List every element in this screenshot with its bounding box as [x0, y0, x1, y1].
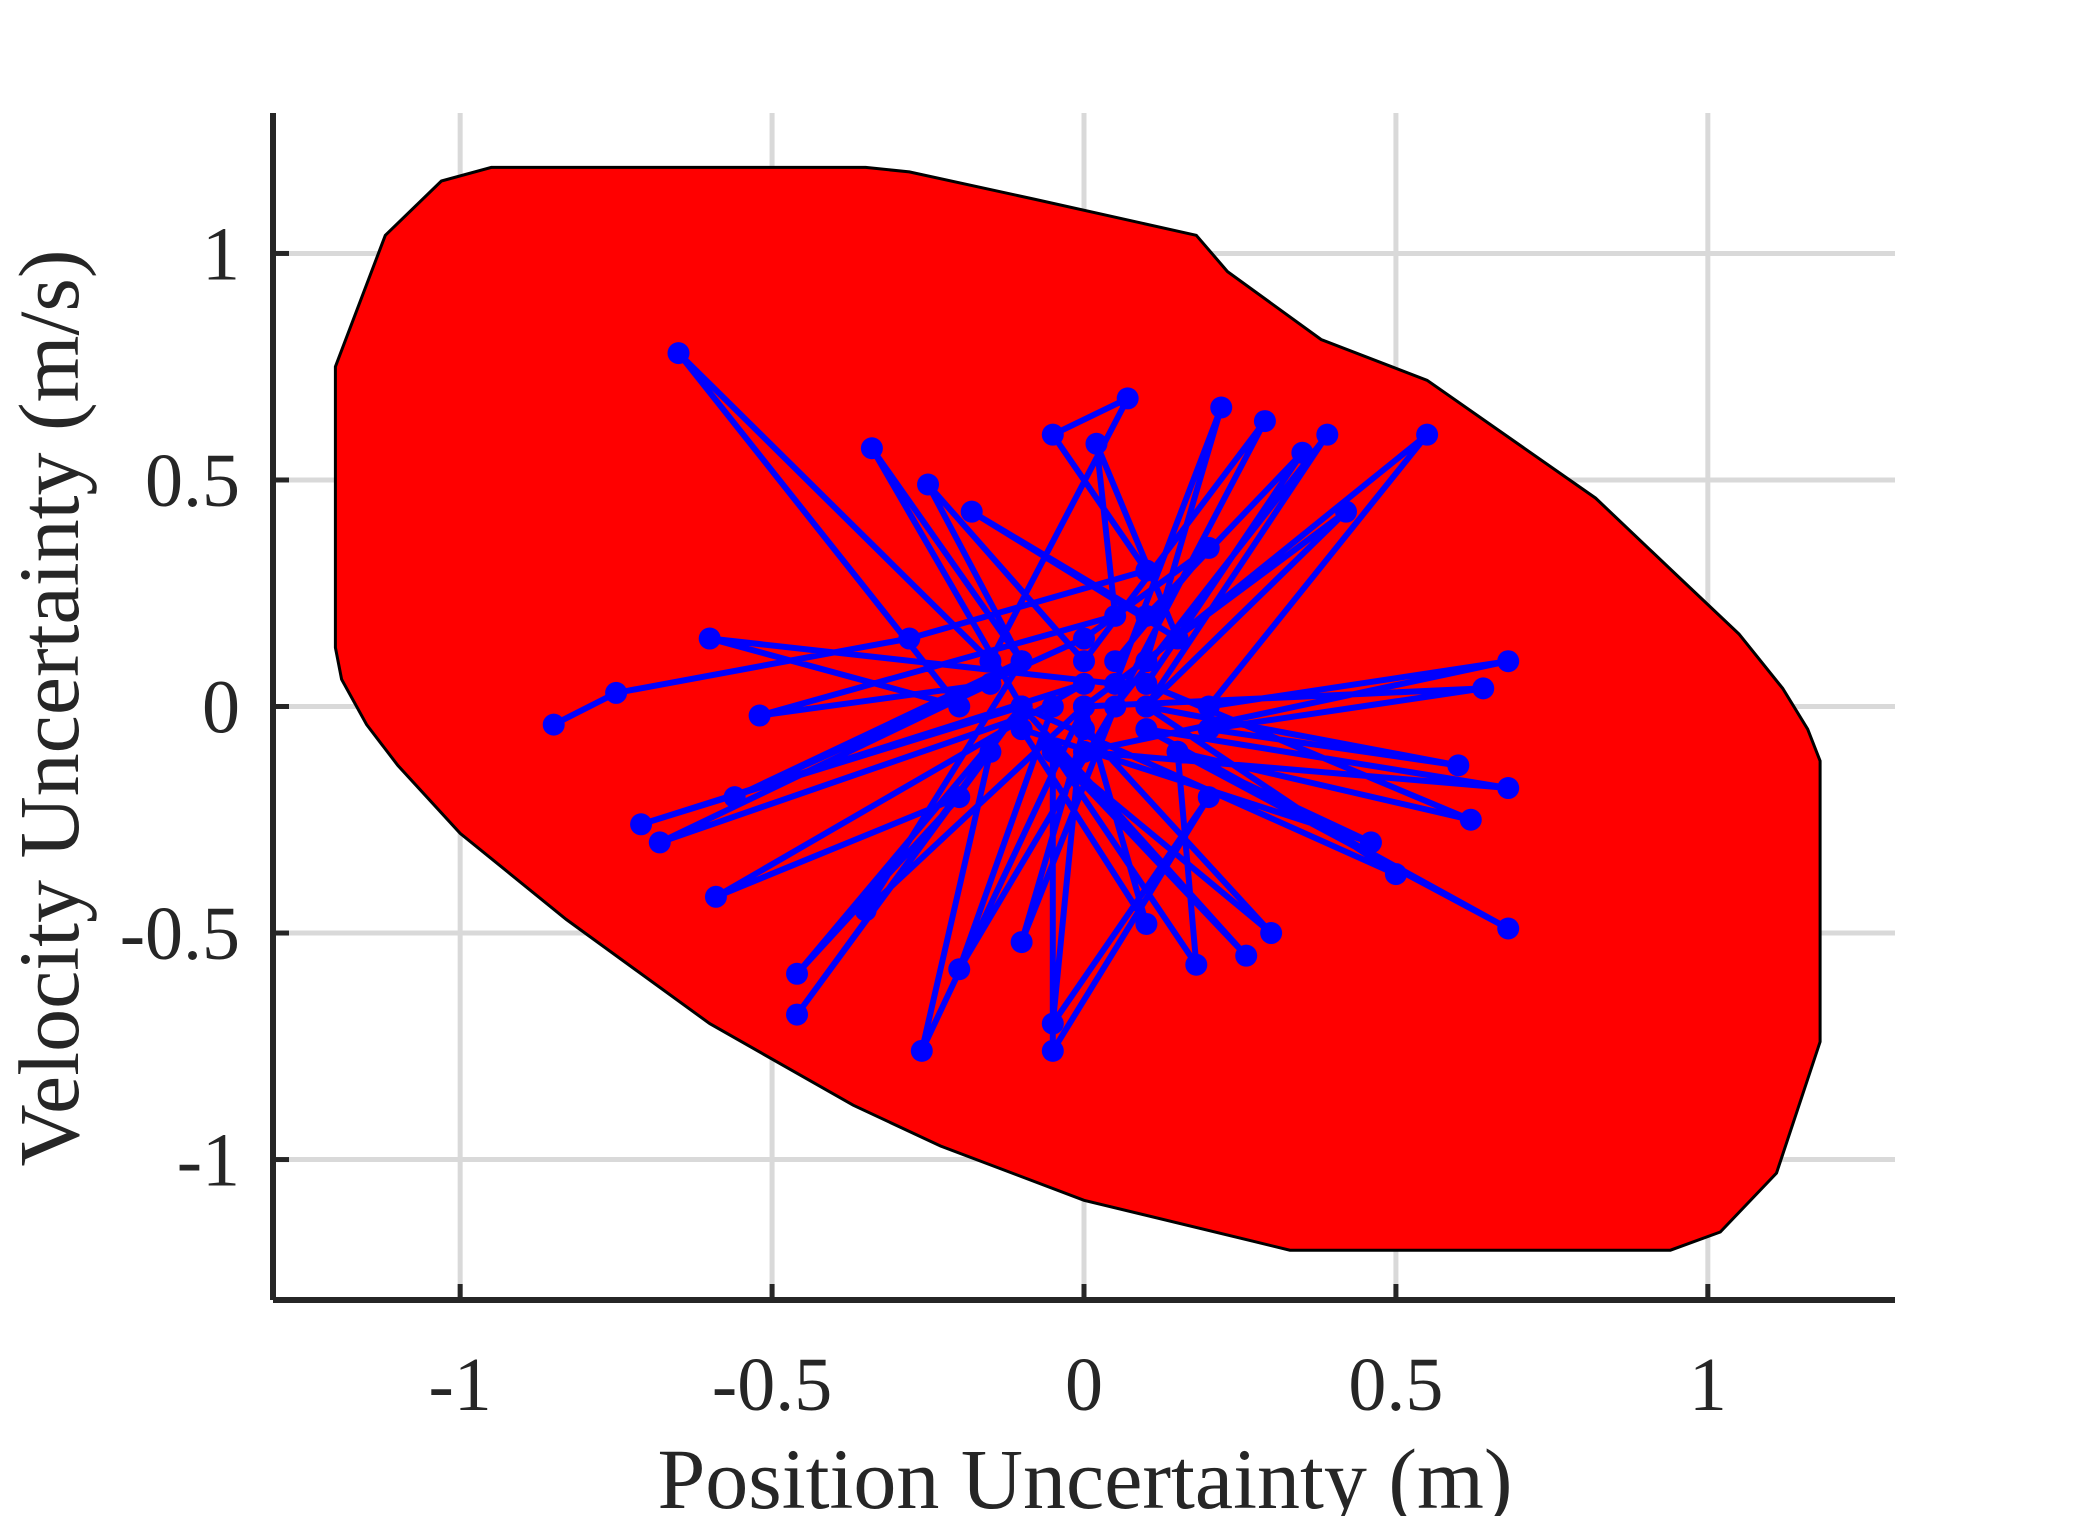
trajectory-point: [1104, 672, 1127, 695]
trajectory-point: [1073, 695, 1095, 718]
trajectory-point: [948, 786, 971, 809]
trajectory-point: [1010, 931, 1033, 954]
y-tick-label: -1: [177, 1119, 240, 1203]
trajectory-point: [960, 500, 983, 523]
trajectory-point: [1260, 922, 1283, 945]
trajectory-point: [1135, 559, 1158, 582]
trajectory-point: [1104, 604, 1127, 627]
x-tick-label: 0.5: [1348, 1343, 1443, 1427]
trajectory-point: [898, 627, 921, 650]
trajectory-point: [1197, 786, 1220, 809]
trajectory-point: [1135, 604, 1158, 627]
trajectory-point: [1104, 650, 1127, 673]
trajectory-point: [917, 473, 940, 496]
trajectory-point: [1185, 953, 1208, 976]
trajectory-point: [1010, 695, 1033, 718]
trajectory-point: [1135, 912, 1158, 935]
trajectory-point: [860, 437, 883, 460]
trajectory-point: [1073, 672, 1095, 695]
trajectory-point: [1010, 650, 1033, 673]
trajectory-point: [1135, 695, 1158, 718]
trajectory-point: [1116, 387, 1139, 410]
trajectory-point: [1041, 740, 1064, 763]
trajectory-point: [1041, 695, 1064, 718]
trajectory-point: [1447, 754, 1470, 777]
trajectory-point: [1073, 627, 1095, 650]
trajectory-point: [1135, 718, 1158, 741]
tick-labels: -1 -0.5 0 0.5 1 -1 -0.5 0 0.5 1: [120, 212, 1727, 1427]
trajectory-point: [1253, 410, 1276, 433]
trajectory-layer: [542, 342, 1520, 1062]
trajectory-point: [667, 342, 690, 365]
trajectory-point: [1416, 423, 1439, 446]
trajectory-point: [1010, 718, 1033, 741]
trajectory-point: [1316, 423, 1339, 446]
trajectory-point: [1497, 650, 1520, 673]
x-tick-label: 0: [1065, 1343, 1103, 1427]
trajectory-point: [1497, 777, 1520, 800]
trajectory-point: [542, 713, 565, 736]
trajectory-point: [948, 695, 971, 718]
trajectory-point: [948, 958, 971, 981]
trajectory-point: [1041, 423, 1064, 446]
trajectory-point: [1104, 695, 1127, 718]
trajectory-point: [1073, 740, 1095, 763]
trajectory-point: [1497, 917, 1520, 940]
x-tick-label: -0.5: [712, 1343, 832, 1427]
trajectory-point: [630, 813, 653, 836]
y-tick-label: -0.5: [120, 892, 240, 976]
trajectory-point: [979, 740, 1002, 763]
x-tick-label: -1: [428, 1343, 491, 1427]
trajectory-point: [1335, 500, 1358, 523]
trajectory-point: [1197, 718, 1220, 741]
y-tick-label: 0: [202, 666, 240, 750]
trajectory-point: [1135, 650, 1158, 673]
trajectory-point: [605, 681, 628, 704]
trajectory-point: [979, 672, 1002, 695]
trajectory-point: [1210, 396, 1233, 419]
trajectory-point: [1135, 672, 1158, 695]
trajectory-point: [1041, 1039, 1064, 1062]
trajectory-point: [1459, 808, 1482, 831]
trajectory-point: [1384, 863, 1407, 886]
trajectory-point: [1197, 695, 1220, 718]
trajectory-point: [854, 899, 877, 922]
trajectory-point: [1166, 627, 1189, 650]
trajectory-point: [698, 627, 721, 650]
y-tick-label: 0.5: [145, 439, 240, 523]
trajectory-point: [1291, 441, 1314, 464]
axes: [270, 113, 1895, 1303]
trajectory-point: [1085, 432, 1108, 455]
y-axis-title: Velocity Uncertainty (m/s): [1, 249, 97, 1166]
trajectory-point: [1359, 831, 1382, 854]
trajectory-point: [786, 962, 809, 985]
trajectory-point: [1166, 740, 1189, 763]
trajectory-point: [786, 1003, 809, 1026]
trajectory-point: [1041, 1012, 1064, 1035]
trajectory-point: [1197, 536, 1220, 559]
trajectory-point: [979, 650, 1002, 673]
trajectory-point: [1073, 718, 1095, 741]
trajectory-point: [648, 831, 671, 854]
trajectory-point: [1472, 677, 1495, 700]
trajectory-point: [910, 1039, 933, 1062]
trajectory-point: [1235, 944, 1258, 967]
trajectory-point: [723, 786, 746, 809]
trajectory-point: [704, 885, 727, 908]
y-tick-label: 1: [202, 212, 240, 296]
x-axis-title: Position Uncertainty (m): [657, 1431, 1512, 1516]
trajectory-point: [1073, 650, 1095, 673]
trajectory-point: [748, 704, 771, 727]
x-tick-label: 1: [1689, 1343, 1727, 1427]
